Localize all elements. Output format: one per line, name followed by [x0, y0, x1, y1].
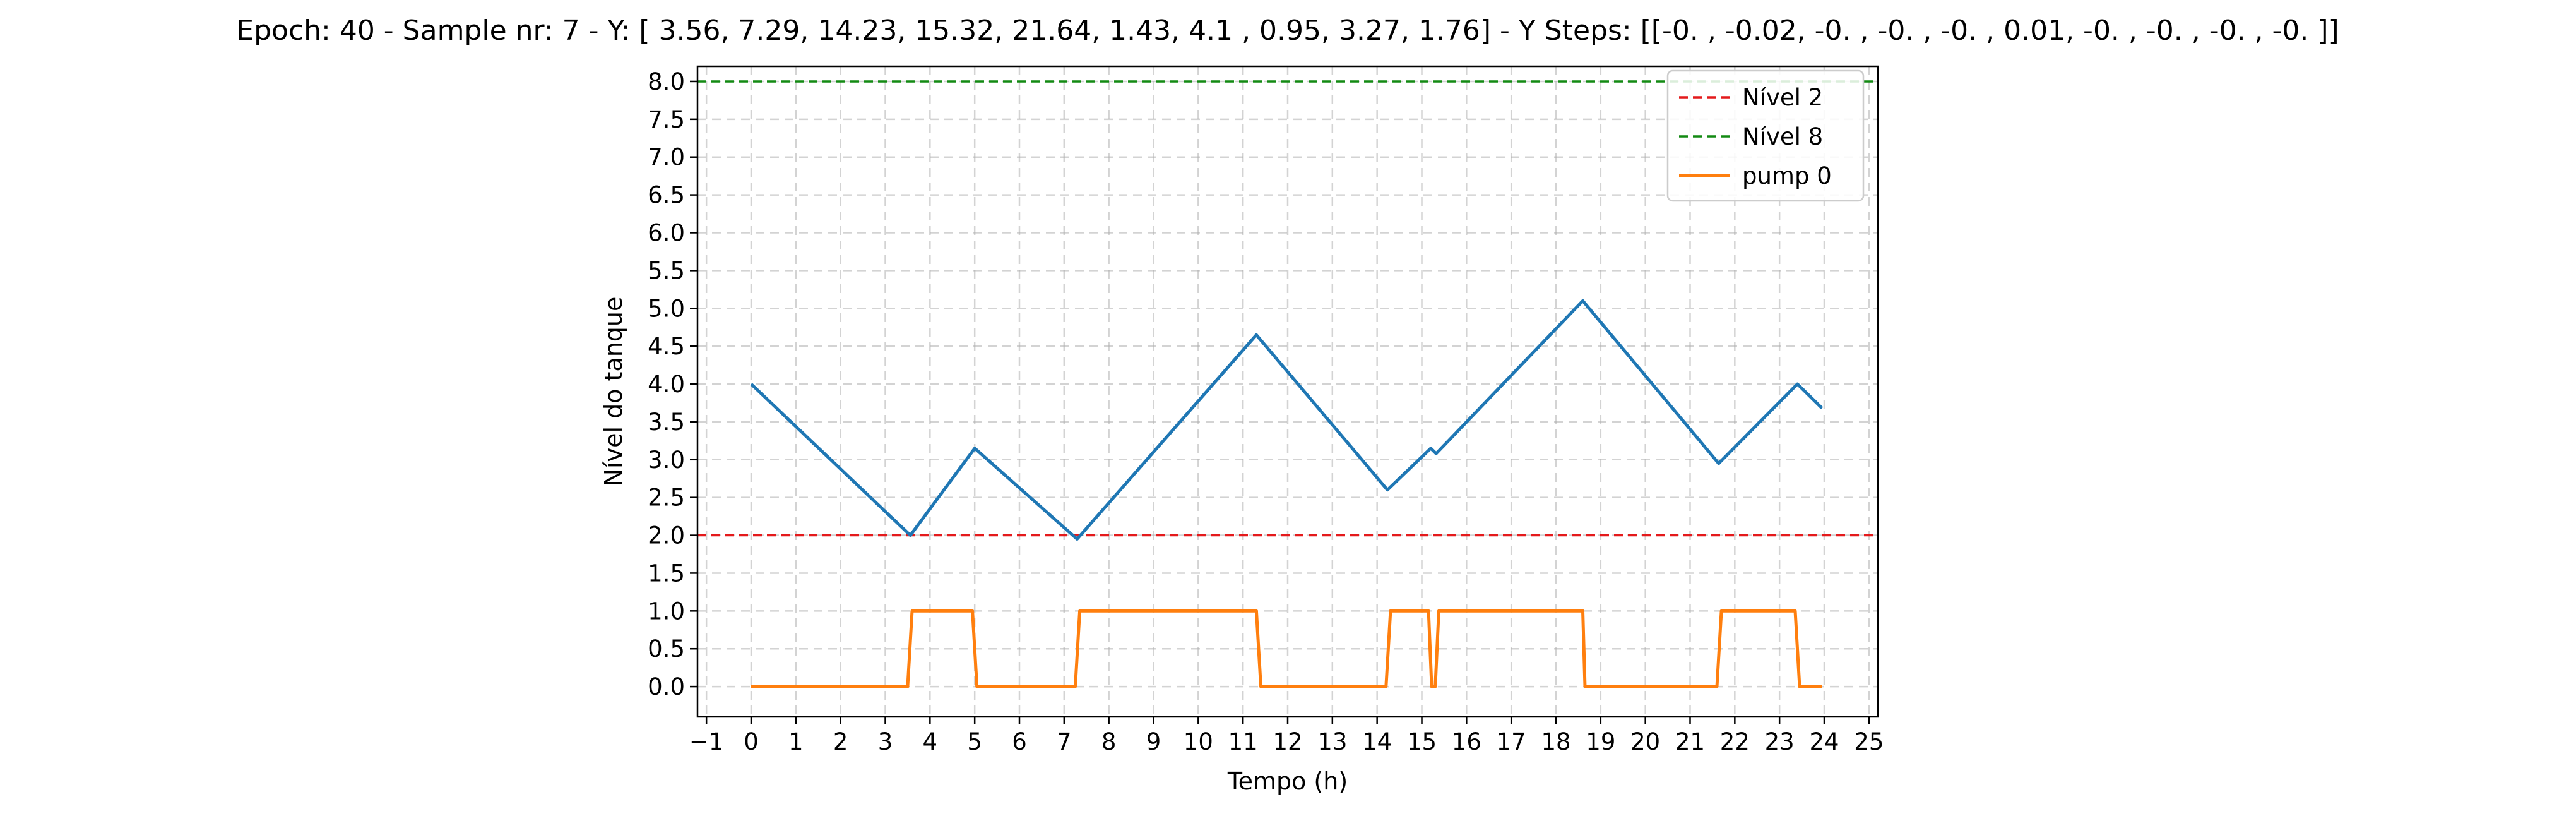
x-tick-label: 12: [1273, 728, 1302, 755]
x-tick-label: 6: [1012, 728, 1027, 755]
x-tick-label: 19: [1586, 728, 1615, 755]
y-tick-label: 5.5: [648, 257, 685, 284]
y-tick-label: 7.0: [648, 144, 685, 171]
y-tick-label: 7.5: [648, 106, 685, 133]
series-lines: [750, 299, 1824, 688]
x-tick-label: 23: [1765, 728, 1795, 755]
x-tick-label: 18: [1541, 728, 1570, 755]
x-tick-label: −1: [689, 728, 724, 755]
x-tick-label: 13: [1317, 728, 1347, 755]
legend-label: Nível 8: [1742, 123, 1823, 150]
x-tick-label: 1: [788, 728, 804, 755]
y-tick-label: 4.5: [648, 333, 685, 360]
grid: [697, 66, 1878, 717]
y-tick-label: 1.5: [648, 560, 685, 587]
y-tick-label: 6.5: [648, 182, 685, 209]
legend: Nível 2 Nível 8 pump 0: [1666, 69, 1865, 202]
x-tick-label: 14: [1362, 728, 1392, 755]
y-axis: 0.0 0.5 1.0 1.5 2.0 2.5 3.0 3.5 4.0 4.5 5.0 5.5 6.0 6…: [648, 68, 697, 700]
y-tick-label: 6.0: [648, 219, 685, 246]
x-axis-label: Tempo (h): [1227, 767, 1348, 795]
x-tick-label: 9: [1146, 728, 1161, 755]
x-tick-label: 5: [967, 728, 982, 755]
y-tick-label: 0.0: [648, 673, 685, 700]
x-tick-label: 16: [1452, 728, 1481, 755]
x-tick-label: 3: [878, 728, 893, 755]
y-tick-label: 8.0: [648, 68, 685, 95]
x-tick-label: 24: [1809, 728, 1839, 755]
x-tick-label: 0: [744, 728, 759, 755]
x-tick-label: 4: [923, 728, 938, 755]
threshold-lines: [697, 80, 1878, 537]
x-tick-label: 20: [1630, 728, 1660, 755]
x-tick-label: 11: [1228, 728, 1258, 755]
x-tick-label: 8: [1101, 728, 1117, 755]
y-tick-label: 0.5: [648, 635, 685, 663]
y-tick-label: 3.5: [648, 409, 685, 436]
x-axis: −1 0 1 2 3 4 5 6 7 8 9 10 11 12 13 14 15 16 17 18 19 20 21 22 23…: [689, 717, 1884, 755]
x-tick-label: 22: [1720, 728, 1750, 755]
x-tick-label: 15: [1407, 728, 1437, 755]
x-tick-label: 10: [1184, 728, 1213, 755]
legend-box: [1666, 69, 1865, 202]
series-line: [751, 609, 1822, 688]
x-tick-label: 25: [1854, 728, 1884, 755]
x-tick-label: 7: [1057, 728, 1072, 755]
y-axis-label: Nível do tanque: [600, 297, 627, 487]
legend-label: Nível 2: [1742, 84, 1823, 111]
legend-label: pump 0: [1742, 162, 1832, 189]
y-tick-label: 3.0: [648, 447, 685, 474]
series-line: [750, 299, 1824, 541]
y-tick-label: 5.0: [648, 295, 685, 322]
x-tick-label: 21: [1675, 728, 1705, 755]
y-tick-label: 2.5: [648, 484, 685, 512]
y-tick-label: 4.0: [648, 371, 685, 398]
y-tick-label: 2.0: [648, 522, 685, 549]
x-tick-label: 2: [833, 728, 848, 755]
chart-title: Epoch: 40 - Sample nr: 7 - Y: [ 3.56, 7.…: [236, 15, 2339, 47]
y-tick-label: 1.0: [648, 597, 685, 625]
x-tick-label: 17: [1497, 728, 1526, 755]
